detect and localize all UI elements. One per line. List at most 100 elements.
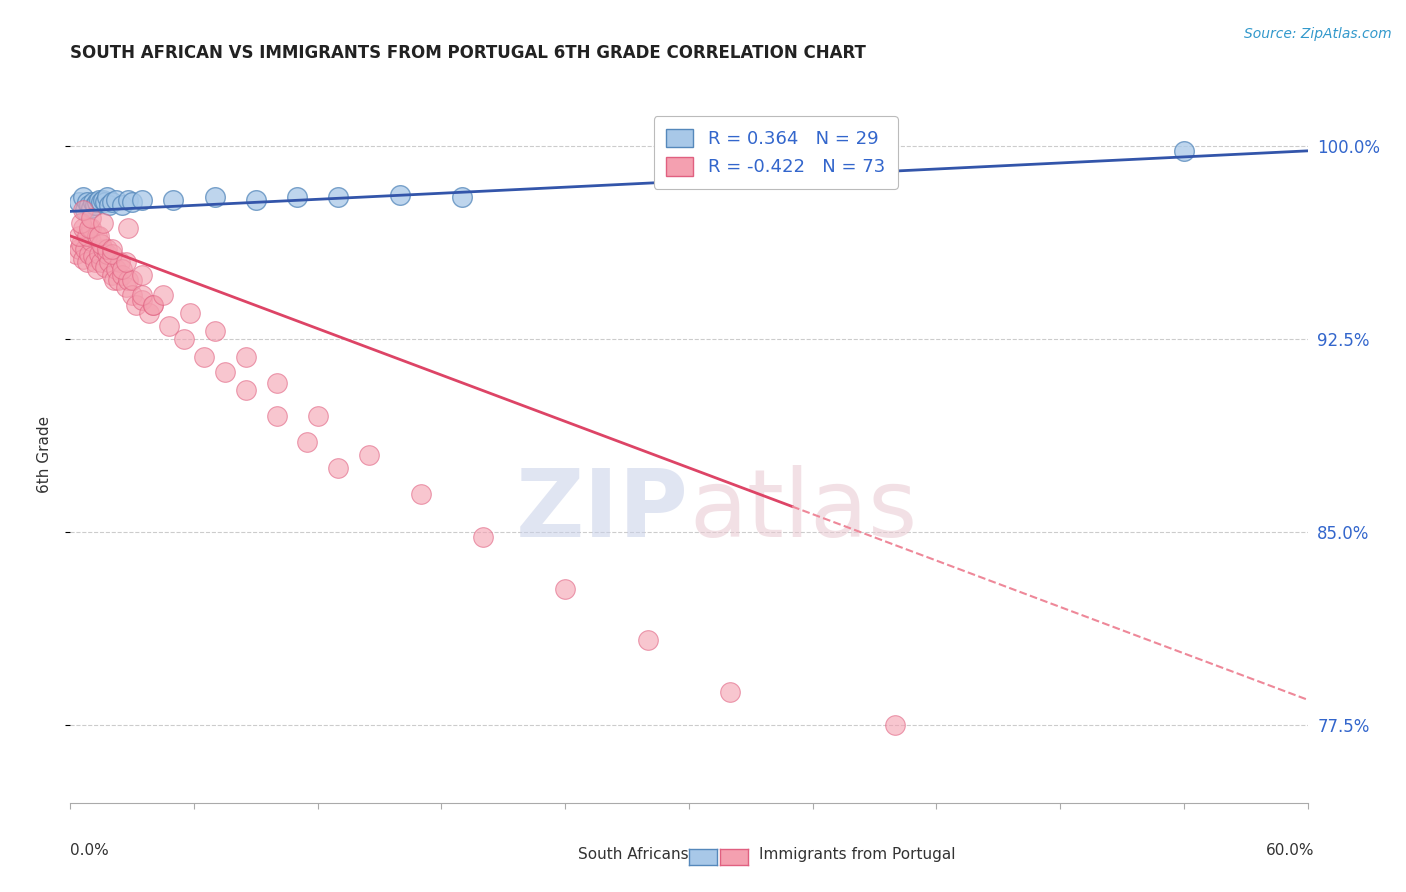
Point: [117, 193, 139, 207]
Point: [103, 273, 125, 287]
Point: [235, 384, 257, 398]
Point: [266, 409, 288, 424]
Point: [121, 288, 143, 302]
Point: [142, 298, 165, 312]
Point: [307, 409, 329, 424]
Point: [90, 195, 112, 210]
Text: atlas: atlas: [689, 465, 917, 557]
Text: 0.0%: 0.0%: [70, 843, 110, 858]
Point: [69, 236, 91, 251]
Point: [91, 242, 114, 256]
Point: [138, 306, 160, 320]
Point: [152, 288, 174, 302]
Point: [1173, 144, 1195, 158]
Point: [86, 195, 108, 210]
Point: [111, 268, 134, 282]
Point: [72, 252, 94, 266]
Point: [115, 280, 138, 294]
Point: [89, 228, 111, 243]
Point: [98, 198, 121, 212]
Point: [84, 254, 107, 268]
Point: [91, 193, 114, 207]
Point: [235, 350, 257, 364]
Point: [131, 288, 153, 302]
Point: [245, 193, 267, 207]
Point: [96, 247, 118, 261]
Point: [76, 228, 98, 243]
Point: [82, 250, 104, 264]
Point: [76, 195, 98, 210]
Point: [86, 262, 108, 277]
Point: [86, 228, 108, 243]
Point: [77, 198, 100, 212]
Point: [117, 221, 139, 235]
Point: [142, 298, 165, 312]
Point: [90, 236, 112, 251]
Point: [131, 293, 153, 308]
Text: Source: ZipAtlas.com: Source: ZipAtlas.com: [1244, 27, 1392, 41]
Point: [131, 268, 153, 282]
Point: [100, 268, 122, 282]
Point: [80, 211, 103, 225]
Y-axis label: 6th Grade: 6th Grade: [37, 417, 52, 493]
Point: [115, 254, 138, 268]
Point: [69, 216, 91, 230]
Point: [125, 298, 148, 312]
Point: [409, 486, 432, 500]
Point: [90, 254, 112, 268]
Point: [204, 190, 226, 204]
Point: [72, 203, 94, 218]
Point: [100, 247, 122, 261]
Point: [214, 366, 236, 380]
Point: [131, 193, 153, 207]
Point: [111, 262, 134, 277]
Point: [285, 190, 308, 204]
Point: [80, 201, 103, 215]
Point: [104, 262, 127, 277]
Point: [359, 448, 381, 462]
Text: Immigrants from Portugal: Immigrants from Portugal: [759, 847, 956, 862]
Point: [718, 685, 741, 699]
Point: [204, 324, 226, 338]
Point: [77, 247, 100, 261]
Point: [72, 221, 94, 235]
Point: [82, 195, 104, 210]
Point: [96, 242, 118, 256]
Text: ZIP: ZIP: [516, 465, 689, 557]
Point: [91, 216, 114, 230]
Point: [884, 718, 907, 732]
Point: [72, 190, 94, 204]
Point: [173, 332, 195, 346]
Point: [89, 247, 111, 261]
Point: [89, 193, 111, 207]
Text: 60.0%: 60.0%: [1267, 843, 1315, 858]
Point: [73, 242, 96, 256]
Point: [389, 187, 412, 202]
Point: [67, 242, 90, 256]
Point: [98, 254, 121, 268]
Point: [73, 203, 96, 218]
Point: [266, 376, 288, 390]
Point: [179, 306, 201, 320]
Point: [328, 460, 350, 475]
Point: [121, 195, 143, 210]
Point: [76, 254, 98, 268]
Text: SOUTH AFRICAN VS IMMIGRANTS FROM PORTUGAL 6TH GRADE CORRELATION CHART: SOUTH AFRICAN VS IMMIGRANTS FROM PORTUGA…: [70, 45, 866, 62]
Point: [162, 193, 184, 207]
Point: [193, 350, 215, 364]
Point: [94, 260, 117, 274]
Point: [328, 190, 350, 204]
Point: [80, 221, 103, 235]
Point: [297, 435, 319, 450]
Point: [96, 190, 118, 204]
Point: [100, 195, 122, 210]
Point: [111, 198, 134, 212]
Point: [108, 254, 131, 268]
Point: [451, 190, 474, 204]
Point: [67, 195, 90, 210]
Text: South Africans: South Africans: [578, 847, 689, 862]
Point: [67, 228, 90, 243]
Point: [107, 273, 129, 287]
Point: [554, 582, 576, 596]
Point: [94, 195, 117, 210]
